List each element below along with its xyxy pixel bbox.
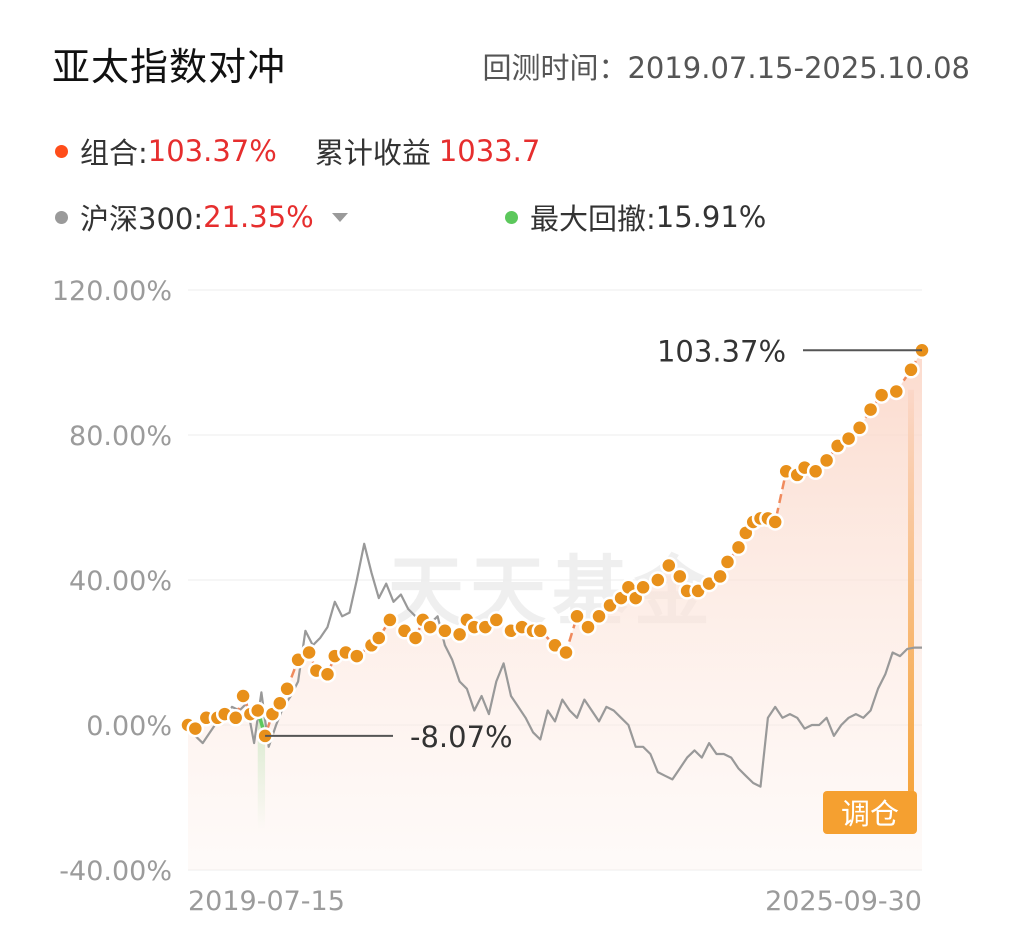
drawdown-area — [257, 710, 266, 830]
benchmark-value: 21.35% — [203, 200, 314, 234]
portfolio-point — [861, 400, 880, 419]
portfolio-point — [531, 622, 550, 640]
legend-portfolio: 组合: 103.37% 累计收益 1033.7 — [55, 130, 540, 172]
portfolio-point — [406, 629, 425, 647]
portfolio-point — [234, 687, 252, 705]
portfolio-point — [318, 665, 337, 684]
portfolio-label: 组合: — [80, 136, 148, 170]
benchmark-line — [187, 542, 922, 788]
portfolio-area — [188, 350, 922, 870]
benchmark-dot-icon — [55, 210, 68, 224]
portfolio-point — [348, 647, 366, 665]
drawdown-dot-icon — [505, 210, 518, 224]
portfolio-point — [839, 429, 858, 448]
legend-max-drawdown: 最大回撤: 15.91% — [505, 196, 766, 238]
portfolio-point — [557, 643, 575, 662]
portfolio-point — [850, 419, 869, 437]
portfolio-point — [872, 386, 891, 404]
portfolio-point — [817, 451, 836, 470]
portfolio-point — [590, 607, 608, 626]
portfolio-point — [278, 680, 296, 698]
portfolio-point — [649, 571, 667, 589]
maxdd-label: 最大回撤: — [530, 202, 656, 236]
portfolio-point — [450, 625, 469, 644]
portfolio-point — [421, 618, 439, 636]
chevron-down-icon[interactable] — [331, 212, 348, 222]
portfolio-point — [436, 622, 454, 640]
portfolio-point — [718, 553, 737, 571]
portfolio-point — [660, 556, 678, 575]
portfolio-point — [579, 618, 597, 636]
portfolio-point — [568, 607, 586, 626]
portfolio-point — [271, 694, 289, 713]
portfolio-point — [248, 701, 267, 720]
portfolio-point — [766, 513, 784, 531]
portfolio-value: 103.37% — [147, 134, 277, 168]
y-tick-label: 120.00% — [52, 276, 172, 307]
portfolio-point — [186, 719, 205, 738]
y-tick-label: 80.00% — [69, 421, 172, 452]
rebalance-bar — [907, 389, 914, 830]
portfolio-point — [711, 567, 729, 586]
min-annotation-label: -8.07% — [410, 720, 513, 754]
y-tick-label: -40.00% — [59, 856, 172, 887]
benchmark-label: 沪深300: — [80, 202, 204, 236]
portfolio-point — [381, 611, 399, 629]
max-annotation-label: 103.37% — [657, 334, 786, 368]
portfolio-point — [902, 361, 920, 379]
x-tick-label: 2019-07-15 — [188, 886, 345, 917]
portfolio-point — [370, 629, 388, 647]
cumulative-value: 1033.7 — [438, 134, 541, 168]
x-tick-label: 2025-09-30 — [765, 886, 922, 917]
page-title: 亚太指数对冲 — [52, 45, 287, 89]
portfolio-point — [806, 462, 825, 481]
portfolio-point — [226, 709, 245, 727]
legend-benchmark[interactable]: 沪深300: 21.35% — [55, 196, 348, 238]
portfolio-point — [487, 611, 506, 629]
portfolio-point — [671, 567, 689, 586]
backtest-period: 回测时间：2019.07.15-2025.10.08 — [482, 51, 970, 85]
rebalance-label: 调仓 — [841, 797, 899, 831]
rebalance-badge — [823, 791, 917, 834]
y-tick-label: 40.00% — [69, 566, 172, 597]
portfolio-point — [887, 382, 906, 401]
portfolio-point — [729, 538, 748, 557]
cumulative-label: 累计收益 — [314, 136, 431, 170]
portfolio-point — [300, 643, 318, 662]
portfolio-dot-icon — [55, 144, 68, 158]
portfolio-point — [634, 578, 652, 597]
maxdd-value: 15.91% — [655, 200, 767, 234]
y-tick-label: 0.00% — [86, 711, 172, 742]
